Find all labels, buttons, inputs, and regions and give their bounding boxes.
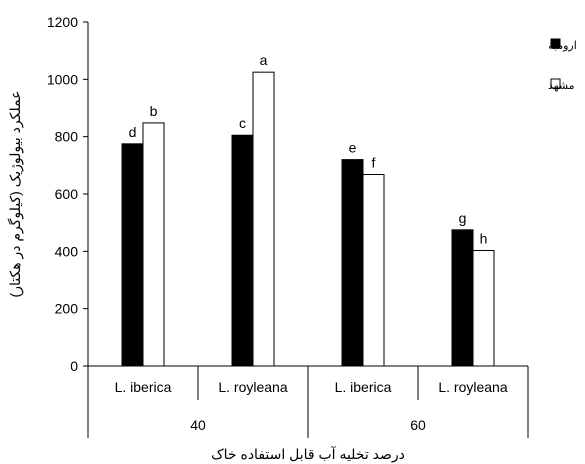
category-label: L. royleana <box>218 379 287 395</box>
significance-letter: g <box>459 210 467 226</box>
significance-letter: a <box>260 52 268 68</box>
significance-letter: f <box>372 155 376 171</box>
category-label: L. iberica <box>335 379 392 395</box>
bar-series1 <box>451 229 474 367</box>
y-tick-label: 400 <box>55 243 79 259</box>
bar-series2 <box>472 249 495 367</box>
legend-item: ارومیه <box>548 38 577 52</box>
y-axis-tick-labels: 0 200 400 600 800 1000 1200 <box>47 14 78 374</box>
group-labels: 40 60 <box>190 417 426 433</box>
y-tick-label: 600 <box>55 186 79 202</box>
legend-item: مشهد <box>548 78 575 92</box>
group-label: 40 <box>190 417 206 433</box>
significance-letter: c <box>239 115 246 131</box>
category-dividers <box>87 366 529 438</box>
category-labels: L. iberica L. royleana L. iberica L. roylea… <box>115 379 508 395</box>
significance-letter: d <box>129 124 137 140</box>
bar-series1 <box>121 143 144 367</box>
bar-series2 <box>252 71 275 367</box>
bar-series2 <box>362 174 385 367</box>
significance-letter: e <box>349 140 357 156</box>
y-tick-label: 0 <box>70 358 78 374</box>
significance-letter: h <box>480 230 488 246</box>
bar-series2 <box>142 122 165 367</box>
y-axis-title: عملکرد بیولوژیک (کیلوگرم در هکتار) <box>7 91 24 298</box>
y-tick-label: 200 <box>55 301 79 317</box>
legend-label: مشهد <box>548 80 575 92</box>
bar-series1 <box>341 159 364 367</box>
category-label: L. iberica <box>115 379 172 395</box>
legend-swatch <box>550 78 561 89</box>
group-label: 60 <box>410 417 426 433</box>
x-axis-title: درصد تخلیه آب قابل استفاده خاک <box>211 446 405 463</box>
category-label: L. royleana <box>438 379 507 395</box>
legend: ارومیه مشهد <box>548 38 577 92</box>
y-tick-label: 1200 <box>47 14 78 30</box>
legend-label: ارومیه <box>548 40 577 52</box>
y-tick-label: 800 <box>55 129 79 145</box>
significance-letter: b <box>150 103 158 119</box>
bars <box>121 71 495 367</box>
bar-series1 <box>231 134 254 367</box>
y-tick-label: 1000 <box>47 71 78 87</box>
legend-swatch <box>550 38 561 49</box>
y-axis-ticks <box>83 21 88 367</box>
significance-letters: db c a ef gh <box>129 52 488 246</box>
